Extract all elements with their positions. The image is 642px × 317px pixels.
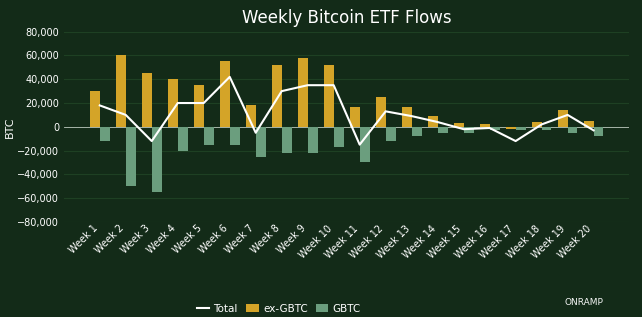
Bar bbox=[506, 127, 516, 129]
Total bbox=[278, 89, 286, 93]
Bar bbox=[376, 97, 386, 127]
Bar bbox=[298, 58, 308, 127]
Bar bbox=[438, 127, 447, 133]
Bar bbox=[532, 122, 542, 127]
Bar bbox=[246, 105, 256, 127]
Bar bbox=[194, 85, 204, 127]
Total bbox=[200, 101, 207, 105]
Bar bbox=[168, 79, 178, 127]
Total bbox=[96, 103, 103, 107]
Bar bbox=[428, 116, 438, 127]
Bar bbox=[220, 61, 230, 127]
Total bbox=[174, 101, 182, 105]
Bar bbox=[152, 127, 162, 192]
Total bbox=[564, 113, 571, 117]
Total bbox=[434, 120, 442, 124]
Bar bbox=[324, 65, 334, 127]
Bar bbox=[568, 127, 578, 133]
Total bbox=[330, 83, 338, 87]
Bar bbox=[308, 127, 318, 153]
Title: Weekly Bitcoin ETF Flows: Weekly Bitcoin ETF Flows bbox=[242, 10, 451, 27]
Bar bbox=[334, 127, 343, 147]
Bar bbox=[360, 127, 370, 163]
Total bbox=[148, 139, 155, 143]
Bar bbox=[272, 65, 282, 127]
Total bbox=[252, 131, 259, 135]
Bar bbox=[454, 123, 464, 127]
Total bbox=[356, 143, 363, 146]
Bar bbox=[490, 127, 499, 130]
Total bbox=[460, 127, 467, 131]
Bar bbox=[90, 91, 100, 127]
Bar bbox=[516, 127, 526, 130]
Bar bbox=[584, 121, 594, 127]
Total bbox=[408, 114, 415, 118]
Bar bbox=[412, 127, 422, 136]
Total bbox=[226, 75, 234, 79]
Bar bbox=[178, 127, 187, 151]
Bar bbox=[142, 73, 152, 127]
Total bbox=[122, 113, 130, 117]
Bar bbox=[256, 127, 266, 157]
Bar bbox=[402, 107, 412, 127]
Bar bbox=[126, 127, 135, 186]
Bar bbox=[116, 55, 126, 127]
Bar bbox=[480, 125, 490, 127]
Total bbox=[304, 83, 311, 87]
Line: Total: Total bbox=[100, 77, 594, 145]
Total bbox=[538, 123, 546, 126]
Text: ONRAMP: ONRAMP bbox=[565, 299, 603, 307]
Total bbox=[512, 139, 519, 143]
Total bbox=[486, 126, 494, 130]
Bar bbox=[386, 127, 395, 141]
Bar bbox=[282, 127, 291, 153]
Bar bbox=[558, 110, 568, 127]
Bar bbox=[594, 127, 603, 136]
Bar bbox=[464, 127, 474, 133]
Legend: Total, ex-GBTC, GBTC: Total, ex-GBTC, GBTC bbox=[193, 299, 365, 317]
Bar bbox=[230, 127, 239, 145]
Bar bbox=[350, 107, 360, 127]
Bar bbox=[100, 127, 110, 141]
Total bbox=[382, 109, 390, 113]
Total bbox=[590, 128, 598, 132]
Bar bbox=[204, 127, 214, 145]
Bar bbox=[542, 127, 551, 130]
Y-axis label: BTC: BTC bbox=[4, 116, 15, 138]
